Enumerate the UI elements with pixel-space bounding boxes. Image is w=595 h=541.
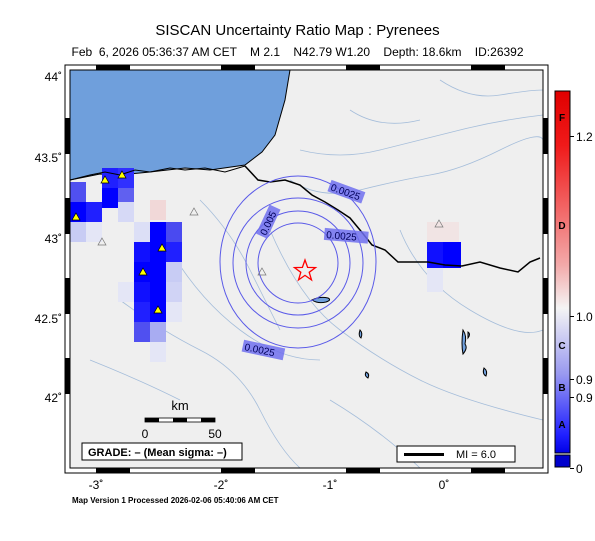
grade-box: GRADE: – (Mean sigma: –) <box>81 442 243 461</box>
national-border <box>244 165 541 273</box>
contour-label-3: 0.0025 <box>326 230 358 244</box>
station-marker <box>257 267 267 276</box>
grade-label: B <box>558 383 565 394</box>
grade-label: A <box>558 420 565 431</box>
mi-box: MI = 6.0 <box>396 445 516 463</box>
colorbar-value: 0.9 <box>576 373 593 387</box>
grade-label: D <box>558 221 565 232</box>
scale-max: 50 <box>208 427 222 441</box>
colorbar-grades: F D C B A <box>558 113 565 431</box>
station-marker <box>117 170 127 179</box>
colorbar-min-swatch <box>554 454 571 468</box>
station-marker <box>157 243 167 252</box>
lon-tick: -3˚ <box>89 478 104 492</box>
lat-axis: 44˚ 43.5˚ 43˚ 42.5˚ 42˚ <box>35 70 62 405</box>
event-info: Feb 6, 2026 05:36:37 AM CET M 2.1 N42.79… <box>71 45 524 59</box>
colorbar-values: 1.2 1.0 0.9 0.9 0 <box>576 130 593 476</box>
lat-tick: 44˚ <box>45 70 62 84</box>
scale-unit: km <box>171 398 188 413</box>
colorbar-value: 0.9 <box>576 391 593 405</box>
colorbar-gradient <box>554 90 571 454</box>
lon-tick: 0˚ <box>439 478 450 492</box>
stations <box>71 170 444 314</box>
lon-axis: -3˚ -2˚ -1˚ 0˚ <box>89 478 450 492</box>
contour-labels: 0.0025 0.005 0.0025 0.0025 <box>241 179 369 361</box>
lat-tick: 43.5˚ <box>35 151 62 165</box>
contour-rings <box>219 175 377 349</box>
station-marker <box>71 212 81 221</box>
coastline <box>70 165 246 181</box>
processing-footer: Map Version 1 Processed 2026-02-06 05:40… <box>72 496 279 505</box>
station-marker <box>434 219 444 228</box>
lon-tick: -2˚ <box>214 478 229 492</box>
mi-text: MI = 6.0 <box>456 449 496 461</box>
grade-text: GRADE: – (Mean sigma: –) <box>88 447 227 459</box>
lat-tick: 42˚ <box>45 391 62 405</box>
scale-bar: km 0 50 <box>142 398 222 441</box>
lon-tick: -1˚ <box>323 478 338 492</box>
grade-label: F <box>559 113 565 124</box>
epicenter-star <box>292 258 318 282</box>
map-frame <box>64 64 549 474</box>
station-marker <box>100 175 110 184</box>
lat-tick: 43˚ <box>45 232 62 246</box>
grade-label: C <box>558 341 565 352</box>
colorbar-value: 0 <box>576 462 583 476</box>
colorbar-value: 1.2 <box>576 130 593 144</box>
station-marker <box>138 267 148 276</box>
station-marker <box>97 237 107 246</box>
map-title: SISCAN Uncertainty Ratio Map : Pyrenees <box>155 22 440 39</box>
lat-tick: 42.5˚ <box>35 312 62 326</box>
station-marker <box>153 305 163 314</box>
colorbar-value: 1.0 <box>576 310 593 324</box>
scale-min: 0 <box>142 427 149 441</box>
station-marker <box>189 207 199 216</box>
